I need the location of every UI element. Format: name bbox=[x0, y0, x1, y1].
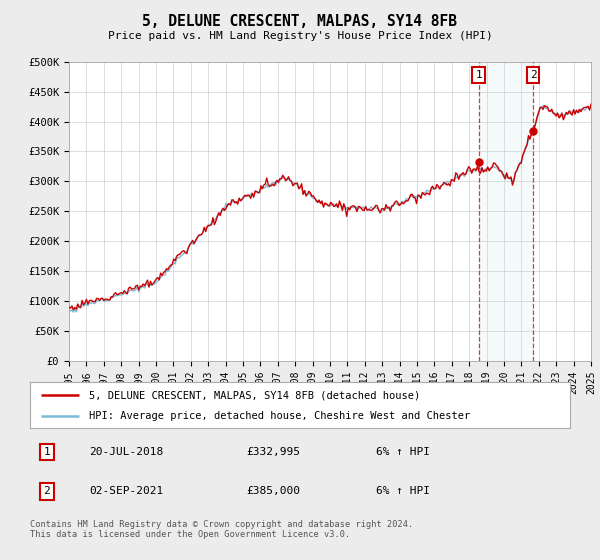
Text: Price paid vs. HM Land Registry's House Price Index (HPI): Price paid vs. HM Land Registry's House … bbox=[107, 31, 493, 41]
Text: 2: 2 bbox=[44, 486, 50, 496]
Text: £385,000: £385,000 bbox=[246, 486, 300, 496]
Text: 1: 1 bbox=[44, 447, 50, 457]
Text: 2: 2 bbox=[530, 70, 536, 80]
Text: 5, DELUNE CRESCENT, MALPAS, SY14 8FB (detached house): 5, DELUNE CRESCENT, MALPAS, SY14 8FB (de… bbox=[89, 390, 421, 400]
Text: 1: 1 bbox=[475, 70, 482, 80]
Text: Contains HM Land Registry data © Crown copyright and database right 2024.
This d: Contains HM Land Registry data © Crown c… bbox=[30, 520, 413, 539]
Text: HPI: Average price, detached house, Cheshire West and Chester: HPI: Average price, detached house, Ches… bbox=[89, 410, 470, 421]
Text: £332,995: £332,995 bbox=[246, 447, 300, 457]
Text: 02-SEP-2021: 02-SEP-2021 bbox=[89, 486, 164, 496]
Bar bbox=[479, 62, 533, 361]
Text: 20-JUL-2018: 20-JUL-2018 bbox=[89, 447, 164, 457]
Text: 5, DELUNE CRESCENT, MALPAS, SY14 8FB: 5, DELUNE CRESCENT, MALPAS, SY14 8FB bbox=[143, 14, 458, 29]
Text: 6% ↑ HPI: 6% ↑ HPI bbox=[376, 486, 430, 496]
Text: 6% ↑ HPI: 6% ↑ HPI bbox=[376, 447, 430, 457]
